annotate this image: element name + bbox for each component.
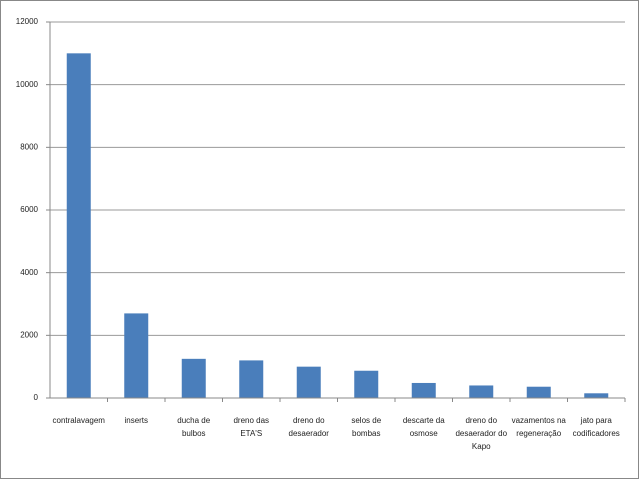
y-tick-label: 10000 [16,80,39,89]
x-tick-label: dreno do desaerador [288,416,329,438]
y-tick-label: 6000 [20,205,38,214]
bar [469,385,494,398]
x-tick-label: dreno das ETA'S [233,416,270,438]
y-tick-label: 8000 [20,142,38,151]
x-tick-label: contralavagem [52,416,105,425]
x-tick-label: vazamentos na regeneração [511,416,566,438]
bar [239,360,264,398]
bar [354,370,379,398]
x-tick-label: descarte da osmose [402,416,445,438]
y-tick-label: 0 [34,393,39,402]
bar [296,366,321,398]
x-tick-label: selos de bombas [351,416,382,438]
bar [526,386,551,398]
bar [584,393,609,398]
x-tick-label: dreno do desaerador do Kapo [455,416,508,451]
bar [124,313,149,398]
x-tick-label: ducha de bulbos [177,416,211,438]
y-tick-label: 12000 [16,17,39,26]
y-tick-label: 4000 [20,268,38,277]
bar [181,358,206,398]
x-tick-label: inserts [124,416,149,425]
bar [66,53,91,398]
bar [411,382,436,398]
x-tick-label: jato para codificadores [572,416,620,438]
y-tick-label: 2000 [20,330,38,339]
